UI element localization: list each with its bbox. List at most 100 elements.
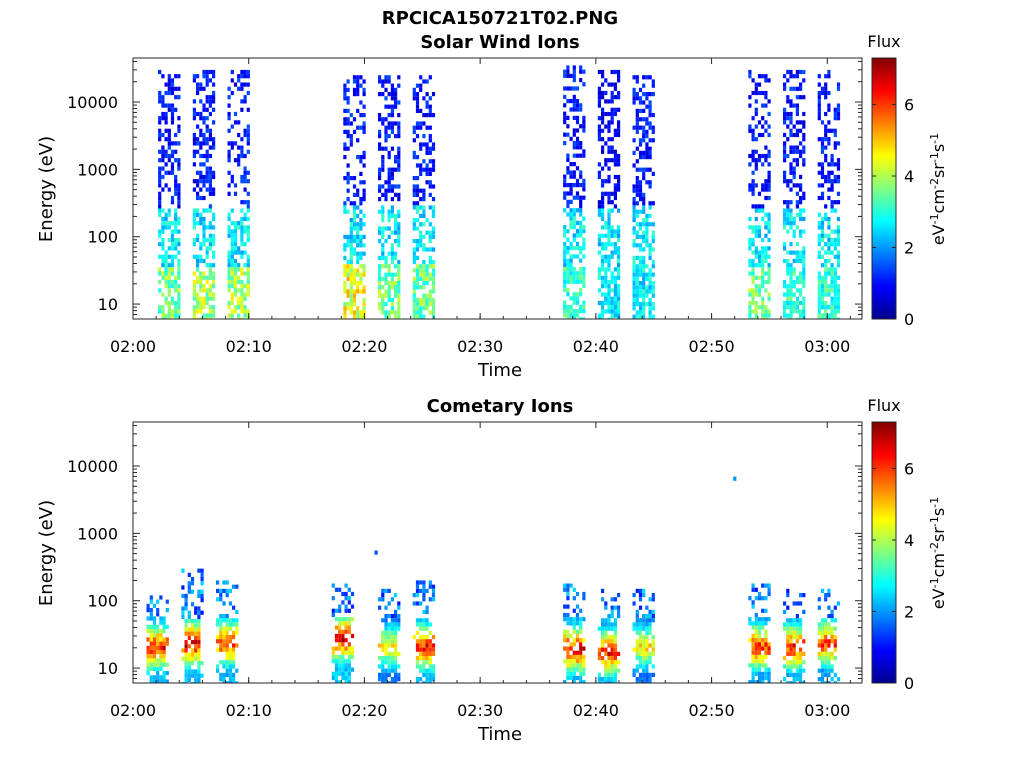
heatmap-cell bbox=[431, 647, 436, 652]
heatmap-cell bbox=[610, 313, 614, 318]
heatmap-cell bbox=[799, 656, 803, 661]
heatmap-cell bbox=[170, 296, 175, 301]
heatmap-cell bbox=[243, 313, 247, 318]
heatmap-cell bbox=[786, 664, 790, 669]
heatmap-cell bbox=[789, 103, 793, 108]
heatmap-cell bbox=[827, 317, 831, 319]
heatmap-cell bbox=[425, 180, 429, 185]
heatmap-cell bbox=[613, 288, 617, 293]
heatmap-cell bbox=[575, 120, 580, 125]
heatmap-cell bbox=[232, 605, 236, 610]
heatmap-cell bbox=[425, 588, 429, 593]
heatmap-cell bbox=[836, 284, 841, 289]
heatmap-cell bbox=[390, 660, 394, 665]
heatmap-cell bbox=[645, 672, 649, 677]
heatmap-cell bbox=[638, 622, 643, 627]
heatmap-cell bbox=[764, 650, 768, 655]
heatmap-cell bbox=[196, 279, 200, 285]
heatmap-cell bbox=[174, 305, 178, 310]
heatmap-cell bbox=[246, 258, 250, 264]
heatmap-cell bbox=[167, 128, 171, 133]
heatmap-cell bbox=[817, 668, 821, 673]
heatmap-cell bbox=[566, 124, 570, 129]
heatmap-cell bbox=[607, 288, 611, 293]
heatmap-cell bbox=[208, 225, 212, 230]
heatmap-cell bbox=[397, 310, 401, 315]
heatmap-cell bbox=[356, 75, 360, 80]
heatmap-cell bbox=[789, 288, 793, 293]
heatmap-cell bbox=[824, 317, 828, 319]
heatmap-cell bbox=[638, 108, 643, 113]
heatmap-cell bbox=[212, 120, 216, 125]
heatmap-cell bbox=[802, 111, 806, 117]
heatmap-cell bbox=[824, 216, 828, 222]
heatmap-cell bbox=[792, 250, 796, 255]
heatmap-cell bbox=[651, 230, 655, 235]
heatmap-cell bbox=[156, 624, 160, 629]
heatmap-cell bbox=[817, 271, 821, 276]
heatmap-cell bbox=[827, 288, 831, 293]
heatmap-cell bbox=[378, 134, 382, 139]
heatmap-cell bbox=[607, 300, 611, 306]
colorbar-tick-label: 0 bbox=[904, 310, 914, 329]
heatmap-cell bbox=[161, 263, 165, 268]
heatmap-cell bbox=[820, 300, 825, 306]
heatmap-cell bbox=[425, 681, 429, 683]
heatmap-cell bbox=[789, 145, 793, 150]
heatmap-cell bbox=[170, 267, 175, 272]
heatmap-cell bbox=[607, 681, 611, 683]
heatmap-cell bbox=[237, 279, 241, 285]
heatmap-cell bbox=[425, 672, 429, 677]
heatmap-cell bbox=[830, 609, 834, 614]
heatmap-cell bbox=[597, 626, 601, 631]
heatmap-cell bbox=[205, 300, 209, 306]
heatmap-cell bbox=[243, 296, 247, 301]
heatmap-cell bbox=[208, 221, 212, 226]
heatmap-cell bbox=[783, 132, 787, 138]
heatmap-cell bbox=[754, 216, 758, 222]
heatmap-cell bbox=[184, 652, 188, 657]
heatmap-cell bbox=[635, 192, 639, 197]
heatmap-cell bbox=[202, 284, 206, 289]
heatmap-cell bbox=[362, 289, 366, 294]
heatmap-cell bbox=[425, 651, 429, 656]
heatmap-cell bbox=[412, 297, 416, 302]
heatmap-cell bbox=[642, 310, 646, 315]
heatmap-cell bbox=[161, 187, 165, 192]
heatmap-cell bbox=[397, 184, 401, 189]
heatmap-cell bbox=[645, 142, 649, 147]
heatmap-cell bbox=[757, 191, 762, 196]
heatmap-cell bbox=[212, 107, 216, 112]
heatmap-cell bbox=[197, 627, 201, 632]
heatmap-cell bbox=[394, 310, 398, 315]
heatmap-cell bbox=[792, 279, 796, 285]
heatmap-cell bbox=[205, 179, 209, 184]
heatmap-cell bbox=[397, 167, 401, 172]
heatmap-cell bbox=[170, 246, 175, 251]
heatmap-cell bbox=[334, 663, 339, 668]
heatmap-cell bbox=[146, 654, 150, 659]
heatmap-cell bbox=[617, 668, 621, 673]
heatmap-cell bbox=[645, 276, 649, 281]
heatmap-cell bbox=[820, 647, 825, 652]
heatmap-cell bbox=[572, 94, 576, 99]
heatmap-cell bbox=[428, 239, 432, 244]
heatmap-cell bbox=[350, 633, 355, 639]
heatmap-cell bbox=[230, 275, 234, 280]
heatmap-cell bbox=[824, 681, 828, 683]
heatmap-cell bbox=[212, 212, 216, 217]
heatmap-cell bbox=[232, 681, 236, 683]
heatmap-cell bbox=[802, 313, 806, 318]
heatmap-cell bbox=[192, 317, 196, 319]
heatmap-cell bbox=[617, 593, 621, 598]
heatmap-cell bbox=[783, 292, 787, 297]
axes-solar-wind: 02:00 02:10 02:20 02:30 02:40 02:50 03:0010100… bbox=[67, 58, 862, 356]
heatmap-cell bbox=[824, 271, 828, 276]
heatmap-cell bbox=[202, 275, 206, 280]
heatmap-cell bbox=[582, 120, 586, 125]
heatmap-cell bbox=[582, 309, 586, 314]
heatmap-cell bbox=[233, 237, 238, 243]
heatmap-cell bbox=[610, 95, 614, 100]
heatmap-cell bbox=[378, 167, 382, 172]
y-tick-label: 100 bbox=[87, 228, 118, 247]
